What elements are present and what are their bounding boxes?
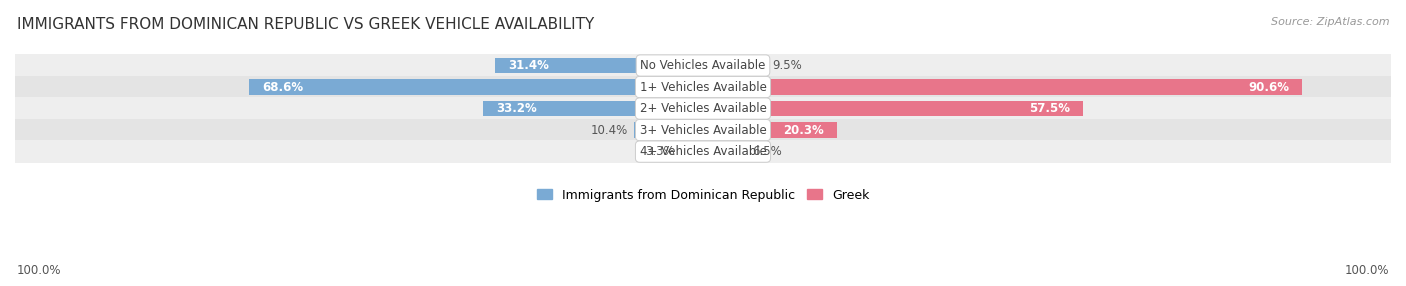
Bar bbox=[681, 144, 703, 159]
Text: 3.3%: 3.3% bbox=[645, 145, 675, 158]
Text: IMMIGRANTS FROM DOMINICAN REPUBLIC VS GREEK VEHICLE AVAILABILITY: IMMIGRANTS FROM DOMINICAN REPUBLIC VS GR… bbox=[17, 17, 595, 32]
Bar bbox=[8, 76, 1398, 98]
Text: 10.4%: 10.4% bbox=[591, 124, 627, 137]
Text: 100.0%: 100.0% bbox=[17, 265, 62, 277]
Bar bbox=[249, 79, 703, 95]
Bar bbox=[8, 140, 1398, 163]
Bar bbox=[703, 58, 766, 73]
Bar bbox=[484, 101, 703, 116]
Text: 6.5%: 6.5% bbox=[752, 145, 782, 158]
Bar bbox=[8, 119, 1398, 141]
Bar bbox=[8, 54, 1398, 77]
Legend: Immigrants from Dominican Republic, Greek: Immigrants from Dominican Republic, Gree… bbox=[537, 188, 869, 202]
Text: 31.4%: 31.4% bbox=[509, 59, 550, 72]
Text: 33.2%: 33.2% bbox=[496, 102, 537, 115]
Text: 100.0%: 100.0% bbox=[1344, 265, 1389, 277]
Bar bbox=[495, 58, 703, 73]
Text: 68.6%: 68.6% bbox=[263, 81, 304, 94]
Text: 2+ Vehicles Available: 2+ Vehicles Available bbox=[640, 102, 766, 115]
Text: 3+ Vehicles Available: 3+ Vehicles Available bbox=[640, 124, 766, 137]
Text: 1+ Vehicles Available: 1+ Vehicles Available bbox=[640, 81, 766, 94]
Bar bbox=[703, 101, 1084, 116]
Text: 9.5%: 9.5% bbox=[772, 59, 803, 72]
Bar bbox=[8, 98, 1398, 120]
Text: 90.6%: 90.6% bbox=[1249, 81, 1289, 94]
Text: 57.5%: 57.5% bbox=[1029, 102, 1070, 115]
Bar bbox=[634, 122, 703, 138]
Text: 20.3%: 20.3% bbox=[783, 124, 824, 137]
Bar bbox=[703, 144, 747, 159]
Text: No Vehicles Available: No Vehicles Available bbox=[640, 59, 766, 72]
Bar bbox=[703, 79, 1302, 95]
Bar bbox=[703, 122, 838, 138]
Text: 4+ Vehicles Available: 4+ Vehicles Available bbox=[640, 145, 766, 158]
Text: Source: ZipAtlas.com: Source: ZipAtlas.com bbox=[1271, 17, 1389, 27]
